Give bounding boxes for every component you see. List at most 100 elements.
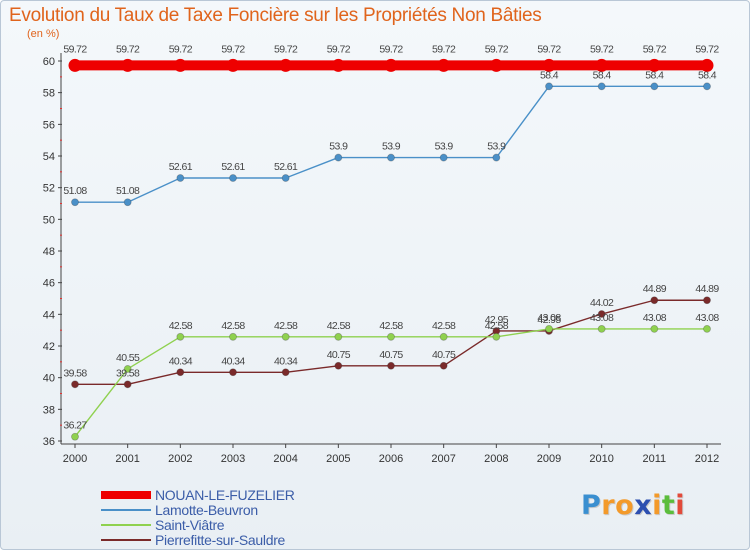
data-label: 42.58 (169, 320, 193, 332)
data-label: 43.08 (643, 312, 667, 324)
legend-item: Lamotte-Beuvron (101, 502, 361, 518)
x-tick-label: 2011 (643, 453, 667, 465)
data-label: 52.61 (169, 161, 193, 173)
data-point (492, 332, 501, 341)
data-point (489, 58, 503, 72)
data-label: 53.9 (435, 141, 454, 153)
data-label: 40.75 (432, 349, 456, 361)
labels-series-3: 39.58 39.58 40.34 40.34 40.34 40.75 40.75 40.75… (63, 283, 720, 379)
series-2 (71, 324, 711, 441)
data-label: 42.58 (274, 320, 298, 332)
data-point (437, 58, 451, 72)
y-tick-label: 58 (43, 88, 55, 100)
data-label: 58.4 (698, 69, 717, 81)
legend-swatch-lamotte (101, 508, 151, 511)
chart-title: Evolution du Taux de Taxe Foncière sur l… (9, 5, 542, 26)
data-label: 42.58 (432, 320, 456, 332)
x-tick-label: 2007 (431, 453, 455, 465)
data-label: 42.58 (221, 320, 245, 332)
y-tick-label: 38 (43, 404, 55, 416)
series-layer: 59.72 59.72 59.72 59.72 59.72 59.72 59.72 59.72… (63, 43, 720, 441)
x-tick-label: 2001 (115, 453, 139, 465)
data-point (545, 82, 553, 91)
legend-item: Saint-Viâtre (101, 516, 361, 533)
data-label: 59.72 (221, 43, 245, 55)
y-tick-label: 48 (43, 246, 55, 258)
data-point (226, 58, 240, 72)
data-label: 43.08 (590, 312, 614, 324)
proxiti-logo: Proxiti (581, 490, 685, 521)
data-point (279, 58, 293, 72)
data-label: 40.34 (221, 355, 245, 367)
legend-label-saint-viatre: Saint-Viâtre (155, 516, 225, 533)
data-point (71, 380, 79, 389)
data-point (229, 174, 237, 182)
data-label: 59.72 (695, 43, 719, 55)
logo-letter: i (652, 490, 662, 521)
logo-letter: t (661, 490, 676, 521)
data-label: 42.58 (379, 320, 403, 332)
data-label: 43.08 (537, 312, 561, 324)
labels-series-0: 59.72 59.72 59.72 59.72 59.72 59.72 59.72 59.72… (63, 43, 720, 55)
data-label: 40.55 (116, 352, 140, 364)
data-label: 51.08 (116, 185, 140, 197)
x-tick-label: 2009 (537, 453, 561, 465)
y-tick-label: 52 (43, 183, 55, 195)
data-label: 44.02 (590, 297, 614, 309)
data-label: 44.89 (643, 283, 667, 295)
data-label: 59.72 (116, 43, 140, 55)
data-label: 59.72 (432, 43, 456, 55)
data-label: 42.95 (485, 314, 509, 326)
data-label: 59.72 (643, 43, 667, 55)
data-point (281, 174, 290, 182)
y-tick-label: 40 (43, 373, 55, 385)
data-point (176, 332, 185, 341)
data-label: 42.95 (537, 314, 561, 326)
data-point (597, 310, 606, 318)
data-label: 59.72 (379, 43, 403, 55)
data-point (597, 324, 606, 333)
data-point (334, 153, 343, 162)
data-point (334, 361, 343, 370)
data-label: 59.72 (274, 43, 298, 55)
data-point (650, 82, 659, 91)
data-point (650, 296, 659, 305)
data-point (123, 365, 132, 373)
data-point (703, 324, 711, 333)
labels-series-2: 36.27 40.55 42.58 42.58 42.58 42.58 42.58 42.58… (63, 312, 720, 432)
data-label: 44.89 (695, 283, 719, 295)
data-point (71, 432, 79, 441)
y-tick-label: 56 (43, 119, 55, 131)
x-tick-label: 2002 (168, 453, 192, 465)
data-label: 43.08 (695, 312, 719, 324)
data-label: 39.58 (63, 367, 87, 379)
legend-swatch-nouan (101, 490, 151, 499)
data-point (597, 82, 606, 91)
data-label: 59.72 (537, 43, 561, 55)
legend-swatch-pierrefitte (101, 538, 151, 541)
data-point (173, 58, 187, 72)
data-label: 53.9 (329, 141, 348, 153)
series-0 (68, 58, 714, 72)
data-label: 53.9 (382, 141, 401, 153)
data-point (647, 58, 661, 72)
data-label: 42.58 (485, 320, 509, 332)
data-point (123, 198, 132, 207)
y-axis-unit: (en %) (27, 28, 60, 40)
y-tick-label: 46 (43, 278, 55, 290)
data-label: 52.61 (274, 161, 298, 173)
data-label: 52.61 (221, 161, 245, 173)
data-point (123, 380, 132, 389)
legend-item: NOUAN-LE-FUZELIER (101, 486, 361, 503)
y-tick-label: 44 (43, 309, 55, 321)
data-point (384, 58, 398, 72)
legend-label-nouan: NOUAN-LE-FUZELIER (155, 486, 295, 503)
series-1 (71, 82, 711, 207)
data-point (387, 361, 395, 370)
y-tick-label: 50 (43, 214, 55, 226)
data-point (229, 368, 237, 377)
x-tick-label: 2010 (589, 453, 613, 465)
logo-letter: i (675, 490, 686, 521)
legend-label-pierrefitte: Pierrefitte-sur-Sauldre (155, 531, 286, 548)
logo-letter: r (601, 490, 616, 521)
